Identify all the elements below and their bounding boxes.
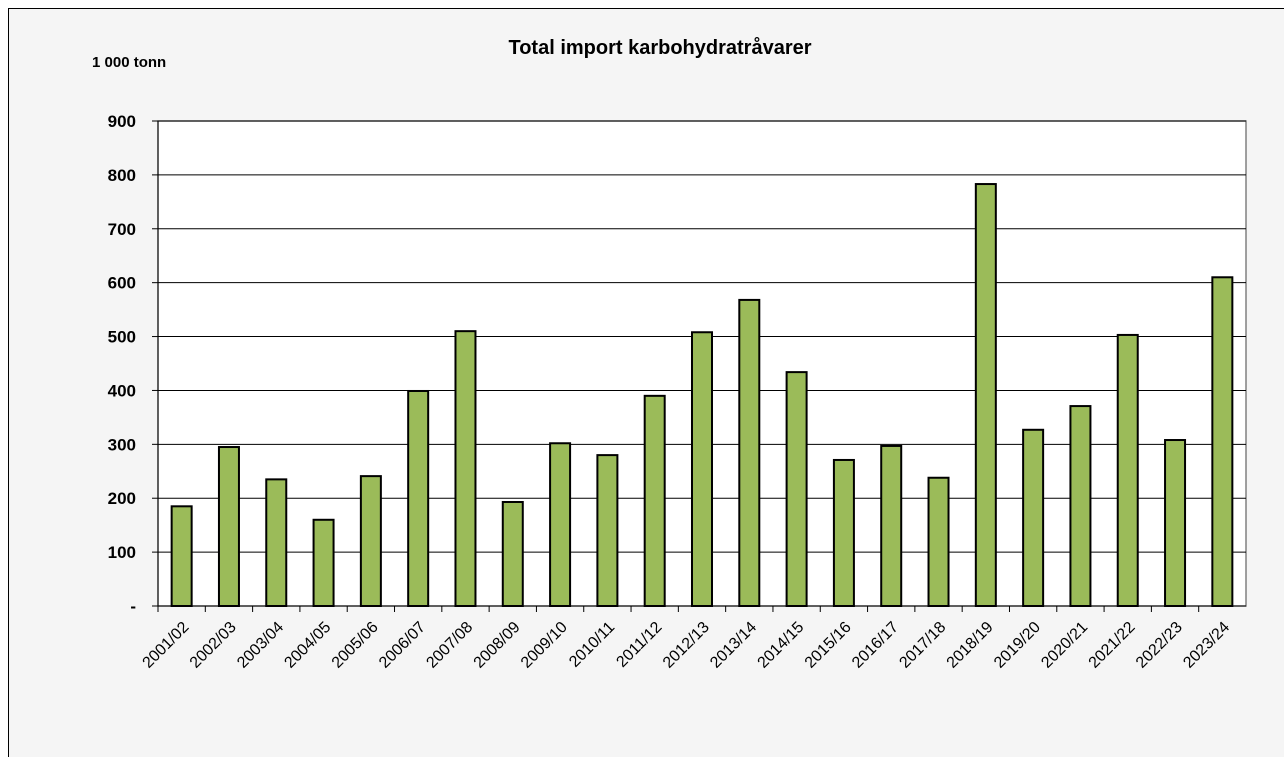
- y-tick-label: 500: [108, 328, 136, 347]
- bar: [503, 502, 523, 606]
- y-tick-label: 900: [108, 112, 136, 131]
- bar: [976, 184, 996, 606]
- bar: [408, 391, 428, 606]
- bar: [739, 300, 759, 606]
- bar: [361, 476, 381, 606]
- bar: [219, 447, 239, 606]
- y-tick-label: 700: [108, 220, 136, 239]
- y-tick-label: 100: [108, 543, 136, 562]
- bar: [266, 479, 286, 606]
- y-tick-label: -: [130, 597, 136, 616]
- bar: [929, 478, 949, 606]
- y-tick-label: 300: [108, 435, 136, 454]
- bar: [455, 331, 475, 606]
- bar: [692, 332, 712, 606]
- y-unit-label: 1 000 tonn: [92, 54, 166, 71]
- bar: [172, 506, 192, 606]
- bar: [1023, 430, 1043, 606]
- y-tick-label: 800: [108, 166, 136, 185]
- bar: [1118, 335, 1138, 606]
- y-tick-label: 400: [108, 381, 136, 400]
- y-tick-label: 200: [108, 489, 136, 508]
- bar: [1165, 440, 1185, 606]
- y-tick-label: 600: [108, 274, 136, 293]
- chart-title: Total import karbohydratråvarer: [508, 36, 811, 59]
- bar: [1070, 406, 1090, 606]
- bar: [1212, 277, 1232, 606]
- bar: [834, 460, 854, 606]
- bar: [787, 372, 807, 606]
- bar: [597, 455, 617, 606]
- bar: [881, 446, 901, 606]
- bar: [550, 443, 570, 606]
- bar: [645, 396, 665, 606]
- bar: [314, 520, 334, 606]
